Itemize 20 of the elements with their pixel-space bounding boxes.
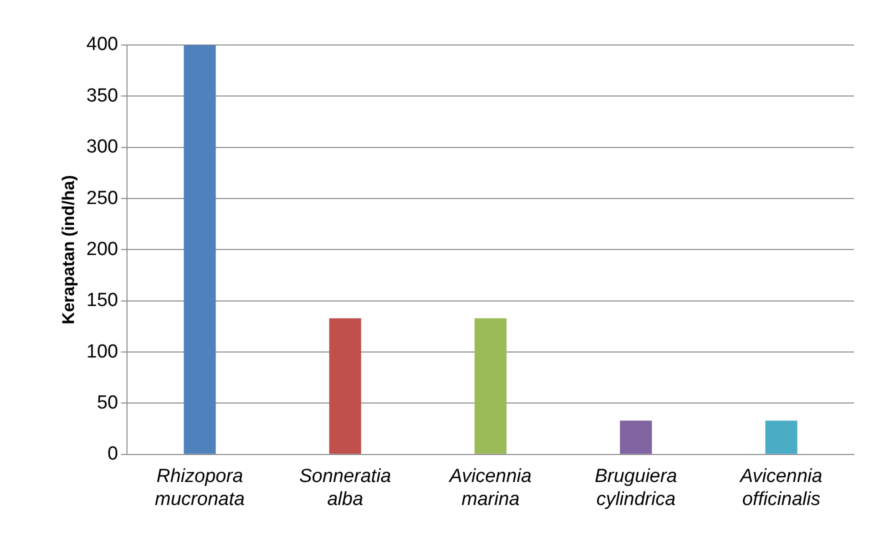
y-tick-label: 350	[86, 85, 118, 106]
bar	[765, 420, 798, 454]
x-tick-label: Avicennia officinalis	[739, 466, 822, 510]
y-tick-label: 150	[86, 290, 118, 312]
bar	[620, 420, 652, 454]
bar	[474, 318, 507, 454]
y-tick-label: 300	[86, 136, 118, 158]
y-tick-label: 50	[96, 392, 118, 414]
y-axis-title: Kerapatan (ind/ha)	[58, 175, 78, 324]
y-tick-label: 0	[108, 444, 118, 465]
y-tick-label: 200	[86, 238, 118, 260]
x-tick-label: Avicennia marina	[448, 466, 532, 510]
bar	[329, 318, 362, 454]
bar	[184, 45, 216, 454]
y-tick-label: 250	[86, 188, 118, 209]
x-tick-label: Bruguiera cylindrica	[594, 466, 678, 510]
y-tick-label: 400	[86, 34, 118, 56]
x-tick-label: Sonneratia alba	[299, 466, 392, 510]
y-tick-label: 100	[86, 341, 118, 362]
x-tick-label: Rhizopora mucronata	[154, 466, 245, 510]
